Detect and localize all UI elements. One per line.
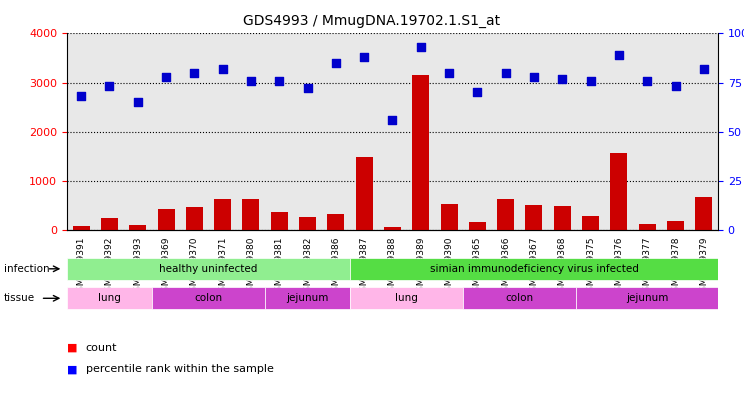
Bar xyxy=(384,228,401,230)
Point xyxy=(273,77,285,84)
Text: ■: ■ xyxy=(67,364,77,375)
Point xyxy=(103,83,115,90)
Point xyxy=(160,73,172,80)
Bar xyxy=(412,75,429,230)
Bar xyxy=(327,214,344,230)
Point xyxy=(500,70,512,76)
Bar xyxy=(350,287,464,309)
Bar xyxy=(696,196,712,230)
Point xyxy=(641,77,653,84)
Text: lung: lung xyxy=(395,293,418,303)
Bar xyxy=(356,157,373,230)
Bar xyxy=(464,287,577,309)
Bar xyxy=(67,287,152,309)
Text: percentile rank within the sample: percentile rank within the sample xyxy=(86,364,274,375)
Point xyxy=(443,70,455,76)
Text: tissue: tissue xyxy=(4,293,35,303)
Bar xyxy=(497,199,514,230)
Bar xyxy=(186,207,203,230)
Point xyxy=(245,77,257,84)
Bar xyxy=(152,287,265,309)
Point xyxy=(358,54,370,60)
Bar xyxy=(638,224,655,230)
Point xyxy=(330,60,341,66)
Text: ■: ■ xyxy=(67,343,77,353)
Point xyxy=(132,99,144,105)
Point xyxy=(670,83,682,90)
Point xyxy=(528,73,540,80)
Text: infection: infection xyxy=(4,264,49,274)
Bar xyxy=(73,226,89,230)
Bar xyxy=(129,225,147,230)
Bar xyxy=(265,287,350,309)
Text: simian immunodeficiency virus infected: simian immunodeficiency virus infected xyxy=(429,264,638,274)
Bar xyxy=(214,199,231,230)
Text: colon: colon xyxy=(506,293,534,303)
Bar xyxy=(243,199,260,230)
Bar xyxy=(271,212,288,230)
Bar xyxy=(525,205,542,230)
Bar xyxy=(582,216,599,230)
Point xyxy=(613,52,625,58)
Bar xyxy=(440,204,458,230)
Bar xyxy=(667,220,684,230)
Point xyxy=(188,70,200,76)
Bar xyxy=(469,222,486,230)
Point xyxy=(301,85,313,92)
Point xyxy=(217,66,228,72)
Bar xyxy=(67,258,350,280)
Bar xyxy=(350,258,718,280)
Text: healthy uninfected: healthy uninfected xyxy=(159,264,257,274)
Text: jejunum: jejunum xyxy=(286,293,329,303)
Point xyxy=(698,66,710,72)
Text: GDS4993 / MmugDNA.19702.1.S1_at: GDS4993 / MmugDNA.19702.1.S1_at xyxy=(243,14,501,28)
Point xyxy=(387,117,399,123)
Text: lung: lung xyxy=(98,293,121,303)
Point xyxy=(557,75,568,82)
Text: colon: colon xyxy=(194,293,222,303)
Bar xyxy=(610,153,627,230)
Point xyxy=(415,44,427,50)
Point xyxy=(472,89,484,95)
Bar xyxy=(158,209,175,230)
Bar xyxy=(299,217,316,230)
Text: jejunum: jejunum xyxy=(626,293,668,303)
Bar xyxy=(101,218,118,230)
Bar xyxy=(577,287,718,309)
Point xyxy=(75,93,87,99)
Point xyxy=(585,77,597,84)
Text: count: count xyxy=(86,343,117,353)
Bar xyxy=(554,206,571,230)
